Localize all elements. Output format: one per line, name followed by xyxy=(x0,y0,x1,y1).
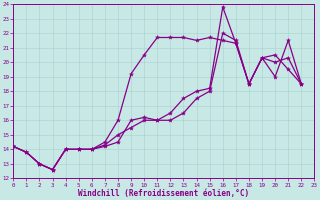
X-axis label: Windchill (Refroidissement éolien,°C): Windchill (Refroidissement éolien,°C) xyxy=(78,189,249,198)
